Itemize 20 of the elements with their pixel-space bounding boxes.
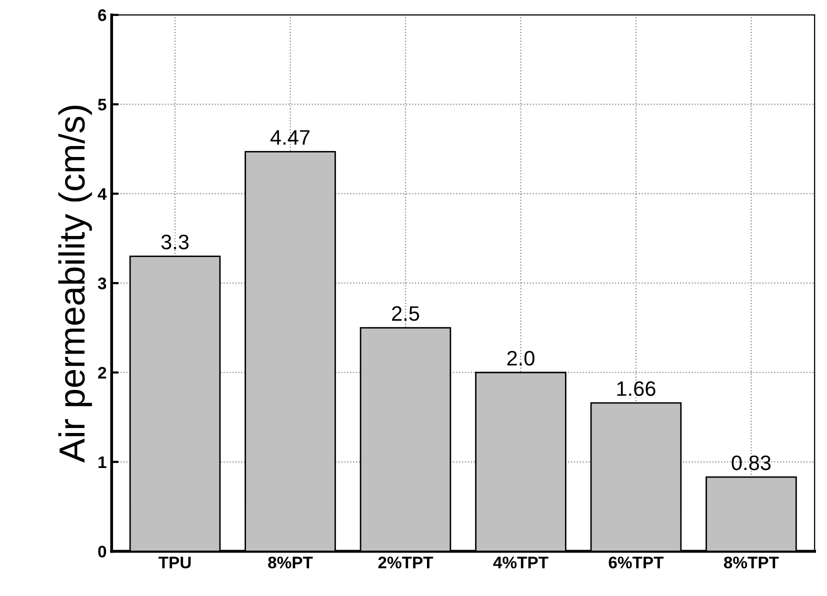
y-tick-label: 1 xyxy=(98,456,106,468)
data-label: 2.5 xyxy=(392,306,420,321)
data-label: 2.0 xyxy=(507,350,534,366)
y-tick-label: 2 xyxy=(98,366,106,379)
y-tick-label: 5 xyxy=(98,98,106,111)
data-label: 0.83 xyxy=(732,455,771,470)
y-tick-label: 0 xyxy=(98,546,106,558)
x-tick-label: 6%TPT xyxy=(608,556,664,568)
y-axis-title: Air permeability (cm/s) xyxy=(58,106,92,463)
y-tick-label: 3 xyxy=(98,278,106,290)
y-tick-label: 4 xyxy=(98,188,107,200)
x-tick-label: 8%PT xyxy=(268,556,313,568)
x-tick-label: TPU xyxy=(158,556,191,568)
data-label: 1.66 xyxy=(617,381,656,396)
x-tick-label: 8%TPT xyxy=(724,556,779,568)
x-tick-label: 2%TPT xyxy=(378,556,434,568)
data-label: 3.3 xyxy=(161,234,189,250)
y-tick-label: 6 xyxy=(98,9,106,22)
x-tick-label: 4%TPT xyxy=(493,556,548,568)
data-label: 4.47 xyxy=(270,130,310,145)
